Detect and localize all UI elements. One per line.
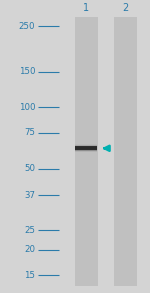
Text: 150: 150 bbox=[19, 67, 35, 76]
Text: 50: 50 bbox=[24, 164, 35, 173]
Text: 1: 1 bbox=[83, 3, 89, 13]
Bar bbox=[75, 146, 97, 150]
Text: 75: 75 bbox=[24, 128, 35, 137]
Bar bbox=[75, 146, 97, 150]
Bar bbox=[75, 146, 97, 151]
Text: 100: 100 bbox=[19, 103, 35, 112]
Bar bbox=[75, 146, 97, 151]
Text: 2: 2 bbox=[122, 3, 128, 13]
Text: 15: 15 bbox=[24, 271, 35, 280]
Bar bbox=[114, 17, 137, 286]
Bar bbox=[75, 145, 97, 151]
Bar bbox=[75, 144, 97, 152]
Bar bbox=[75, 147, 97, 150]
Text: 20: 20 bbox=[24, 245, 35, 254]
Text: 37: 37 bbox=[24, 191, 35, 200]
Text: 250: 250 bbox=[19, 22, 35, 31]
Bar bbox=[75, 17, 98, 286]
Bar bbox=[75, 147, 97, 149]
Text: 25: 25 bbox=[24, 226, 35, 234]
Bar bbox=[75, 145, 97, 152]
